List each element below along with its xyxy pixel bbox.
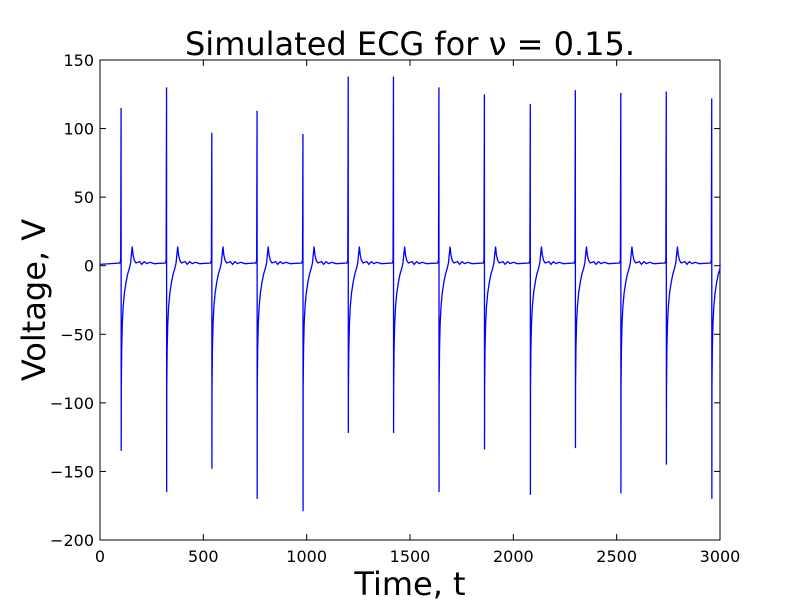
y-tick-label: −50 [60,325,94,344]
y-tick-label: −100 [50,394,94,413]
x-tick-label: 2500 [596,547,637,566]
ecg-series-line [99,76,721,512]
x-tick-label: 3000 [700,547,741,566]
y-tick-label: 100 [63,120,94,139]
y-tick-label: −200 [50,531,94,550]
series-layer [99,76,721,512]
y-tick-label: 50 [74,188,94,207]
x-tick-label: 0 [95,547,105,566]
y-axis-label: Voltage, V [15,219,53,381]
ticks-layer: 0 500 1000 1500 2000 2500 3000 −200 −150 −100 −50 0… [50,51,740,566]
chart-title: Simulated ECG for ν = 0.15. [185,25,635,63]
plot-area [99,59,721,541]
y-tick-label: 150 [63,51,94,70]
x-axis-label: Time, t [353,565,465,600]
x-tick-label: 2000 [493,547,534,566]
y-tick-label: 0 [84,257,94,276]
x-tick-label: 1000 [286,547,327,566]
x-tick-label: 1500 [390,547,431,566]
y-tick-label: −150 [50,462,94,481]
x-tick-label: 500 [188,547,219,566]
